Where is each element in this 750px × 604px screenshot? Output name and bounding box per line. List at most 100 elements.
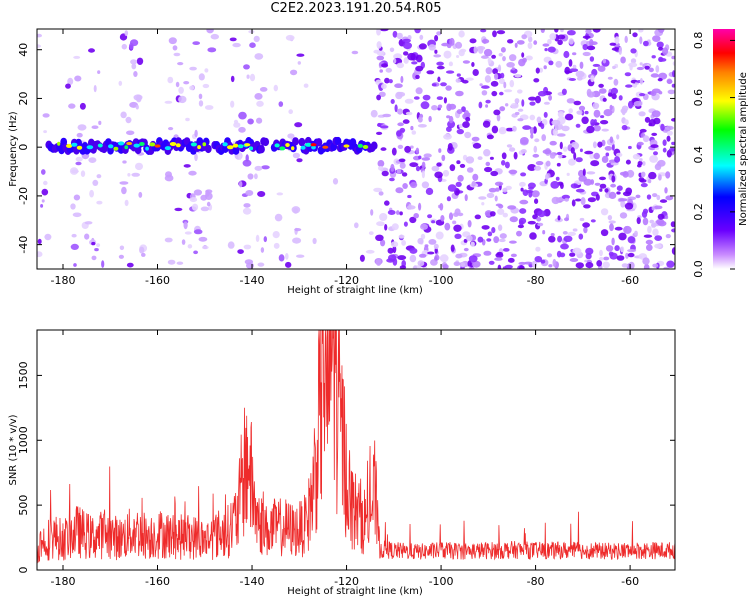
spectrogram-speckle-blob (607, 215, 613, 221)
spectrogram-speckle-blob (465, 156, 475, 164)
spectrogram-speckle-blob (532, 126, 537, 134)
spectrogram-speckle-blob (637, 141, 644, 146)
spectrogram-speckle-blob (75, 156, 83, 162)
spectrogram-speckle-blob (419, 34, 424, 40)
spectrogram-speckle-blob (178, 95, 187, 104)
spectrogram-speckle-blob (557, 235, 563, 243)
spectrogram-speckle-blob (658, 72, 668, 80)
spectrogram-speckle-blob (42, 113, 50, 118)
spectrogram-speckle-blob (238, 152, 242, 160)
spectrogram-speckle-blob (379, 125, 389, 129)
spectrogram-speckle-blob (517, 108, 524, 112)
spectrogram-speckle-blob (193, 189, 202, 196)
spectrogram-speckle-blob (189, 197, 198, 203)
spectrogram-speckle-blob (532, 214, 538, 220)
spectrogram-speckle-blob (483, 48, 493, 57)
spectrogram-speckle-blob (454, 233, 462, 239)
spectrogram-speckle-blob (562, 146, 568, 152)
spectrogram-speckle-blob (185, 117, 190, 122)
spectrogram-speckle-blob (506, 144, 513, 148)
spectrogram-speckle-blob (437, 104, 443, 109)
spectrogram-speckle-blob (511, 67, 516, 71)
spectrogram-speckle-blob (499, 128, 505, 132)
spectrogram-band-hot (175, 143, 181, 148)
spectrogram-speckle-blob (584, 150, 594, 155)
spectrogram-speckle-blob (230, 100, 235, 108)
spectrogram-speckle-blob (556, 151, 563, 156)
spectrogram-speckle-blob (536, 217, 542, 222)
spectrogram-speckle-blob (497, 208, 505, 215)
spectrogram-speckle-blob (413, 96, 420, 100)
spectrogram-speckle-blob (463, 238, 468, 243)
spectrogram-speckle-blob (535, 161, 544, 166)
spectrogram-speckle-blob (405, 111, 413, 116)
spectrogram-speckle-blob (193, 229, 203, 235)
spectrogram-speckle-blob (635, 194, 641, 199)
spectrogram-speckle-blob (633, 100, 643, 107)
spectrogram-speckle-blob (233, 119, 239, 124)
spectrogram-speckle-blob (415, 74, 420, 80)
top-ytick-label: -20 (17, 187, 30, 205)
spectrogram-speckle-blob (521, 99, 525, 107)
spectrogram-speckle-blob (436, 61, 444, 66)
spectrogram-speckle-blob (388, 254, 397, 262)
spectrogram-speckle-blob (654, 243, 662, 249)
spectrogram-speckle-blob (257, 262, 265, 267)
spectrogram-speckle-blob (478, 101, 483, 109)
spectrogram-speckle-blob (579, 217, 585, 222)
spectrogram-speckle-blob (380, 239, 386, 247)
spectrogram-speckle-blob (625, 187, 633, 195)
spectrogram-speckle-blob (569, 68, 579, 72)
spectrogram-speckle-blob (415, 87, 423, 95)
spectrogram-speckle-blob (529, 114, 536, 121)
spectrogram-speckle-blob (663, 266, 670, 269)
spectrogram-speckle-blob (376, 131, 383, 135)
spectrogram-speckle-blob (401, 240, 406, 246)
spectrogram-speckle-blob (296, 254, 305, 258)
spectrogram-speckle-blob (662, 47, 669, 56)
spectrogram-speckle-blob (540, 123, 545, 130)
spectrogram-speckle-blob (546, 253, 553, 258)
spectrogram-speckle-blob (498, 78, 505, 85)
spectrogram-speckle-blob (525, 55, 533, 61)
spectrogram-speckle-blob (442, 169, 450, 177)
spectrogram-speckle-blob (178, 86, 184, 94)
spectrogram-speckle-blob (229, 37, 237, 42)
spectrogram-speckle-blob (472, 142, 482, 149)
spectrogram-speckle-blob (400, 75, 404, 84)
spectrogram-speckle-blob (377, 160, 385, 167)
spectrogram-speckle-blob (671, 228, 675, 233)
spectrogram-speckle-blob (449, 164, 456, 172)
spectrogram-speckle-blob (522, 125, 532, 130)
spectrogram-speckle-blob (198, 100, 204, 107)
spectrogram-speckle-blob (671, 83, 675, 88)
spectrogram-speckle-blob (502, 187, 508, 193)
spectrogram-speckle-blob (554, 29, 559, 33)
spectrogram-speckle-blob (632, 32, 638, 38)
spectrogram-speckle-blob (391, 147, 397, 156)
spectrogram-band-core (258, 145, 265, 154)
spectrogram-speckle-blob (381, 83, 387, 90)
spectrogram-speckle-blob (500, 47, 506, 53)
top-axes-frame (36, 28, 676, 270)
spectrogram-speckle-blob (564, 113, 574, 121)
spectrogram-speckle-blob (658, 91, 663, 95)
spectrogram-speckle-blob (398, 158, 406, 163)
spectrogram-band-hot (237, 144, 244, 149)
spectrogram-speckle-blob (477, 156, 483, 161)
spectrogram-speckle-blob (486, 192, 495, 199)
spectrogram-speckle-blob (434, 254, 440, 261)
spectrogram-speckle-blob (184, 231, 192, 235)
spectrogram-speckle-blob (496, 114, 501, 122)
spectrogram-speckle-blob (384, 77, 390, 84)
spectrogram-speckle-blob (436, 65, 445, 70)
spectrogram-speckle-blob (600, 120, 609, 125)
spectrogram-speckle-blob (575, 123, 581, 128)
spectrogram-speckle-blob (592, 63, 601, 67)
spectrogram-speckle-blob (227, 241, 235, 249)
spectrogram-speckle-blob (460, 48, 467, 53)
spectrogram-speckle-blob (256, 117, 263, 124)
spectrogram-speckle-blob (439, 254, 449, 263)
spectrogram-speckle-blob (434, 35, 439, 42)
spectrogram-speckle-blob (649, 155, 658, 163)
